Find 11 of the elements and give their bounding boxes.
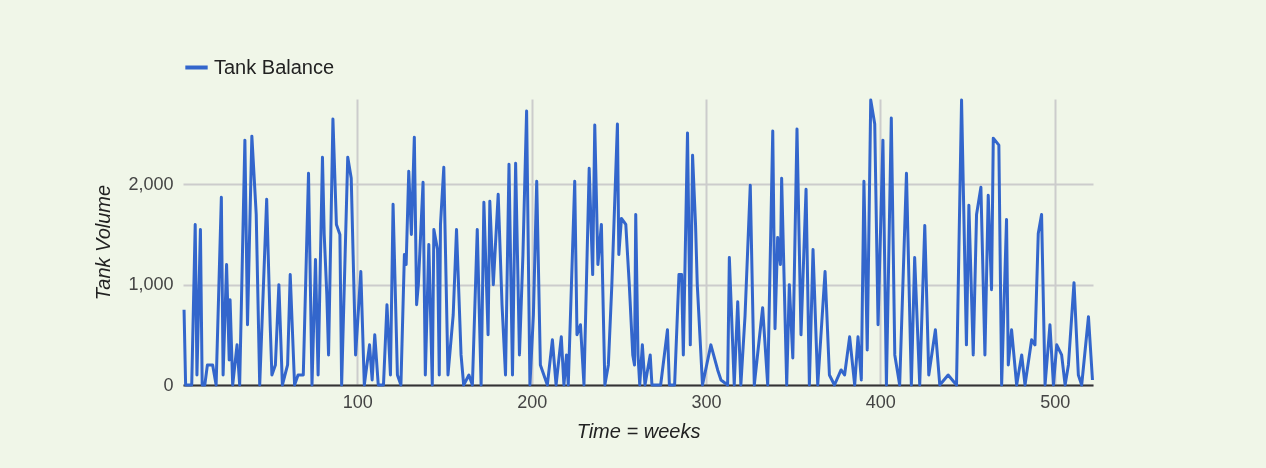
legend-label: Tank Balance (214, 55, 335, 78)
x-tick-label: 200 (517, 391, 548, 412)
x-tick-label: 400 (865, 391, 896, 412)
y-axis-title: Tank Volume (92, 184, 115, 301)
y-tick-label: 0 (163, 374, 174, 395)
x-tick-label: 300 (691, 391, 722, 412)
x-axis-title: Time = weeks (576, 419, 701, 442)
x-tick-label: 500 (1040, 391, 1071, 412)
y-tick-label: 2,000 (128, 173, 174, 194)
y-tick-label: 1,000 (128, 274, 174, 295)
x-tick-label: 100 (342, 391, 373, 412)
